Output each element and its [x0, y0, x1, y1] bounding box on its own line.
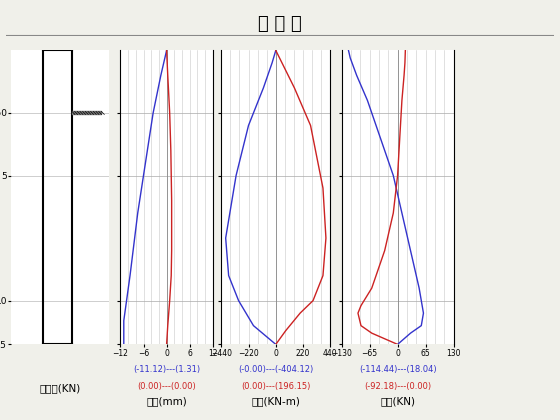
X-axis label: 位移(mm): 位移(mm) — [146, 396, 187, 407]
X-axis label: 剪力(KN): 剪力(KN) — [380, 396, 415, 407]
Text: (0.00)---(0.00): (0.00)---(0.00) — [137, 381, 196, 391]
Text: (0.00)---(196.15): (0.00)---(196.15) — [241, 381, 310, 391]
Text: (-11.12)---(1.31): (-11.12)---(1.31) — [133, 365, 200, 374]
X-axis label: 支反力(KN): 支反力(KN) — [40, 383, 81, 393]
Text: (-114.44)---(18.04): (-114.44)---(18.04) — [359, 365, 436, 374]
Text: (-92.18)---(0.00): (-92.18)---(0.00) — [364, 381, 431, 391]
Text: (-0.00)---(-404.12): (-0.00)---(-404.12) — [238, 365, 314, 374]
X-axis label: 弯矩(KN-m): 弯矩(KN-m) — [251, 396, 300, 407]
Text: 包 络 图: 包 络 图 — [258, 15, 302, 33]
